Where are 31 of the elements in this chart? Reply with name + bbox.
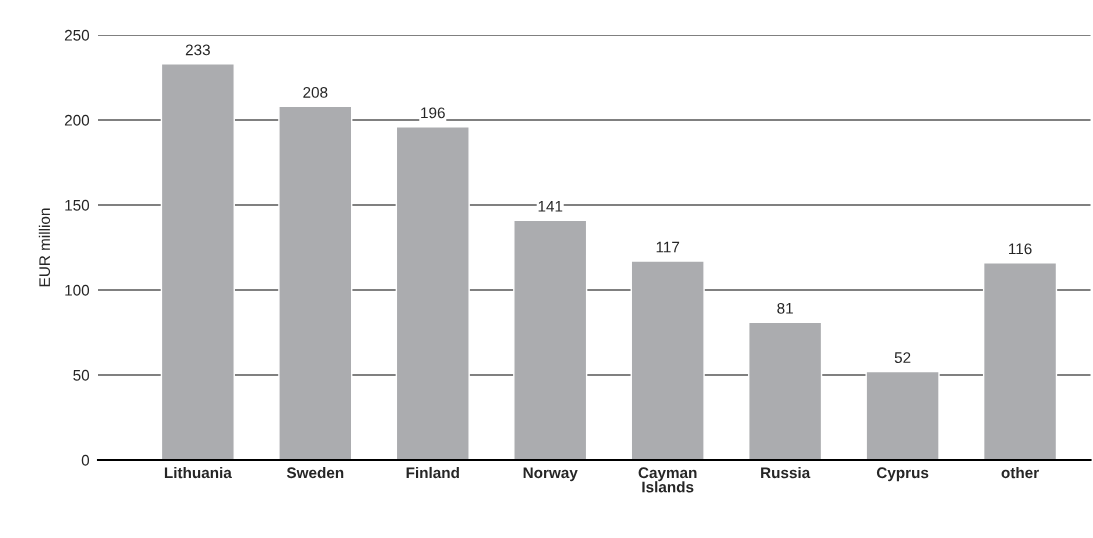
y-tick-label: 100 xyxy=(65,284,90,296)
x-tick-label: Cayman Islands xyxy=(638,467,697,493)
data-label: 117 xyxy=(656,241,680,253)
y-tick-label: 50 xyxy=(73,369,90,381)
x-tick-label: Cyprus xyxy=(876,467,929,482)
x-tick-label: Lithuania xyxy=(164,466,232,479)
data-label: 81 xyxy=(777,302,793,314)
y-tick-label: 200 xyxy=(64,114,90,126)
data-label: 52 xyxy=(894,352,911,364)
y-tick-label: 150 xyxy=(65,199,90,211)
bar xyxy=(630,260,705,460)
data-label: 196 xyxy=(421,107,445,119)
bar xyxy=(513,219,588,460)
y-tick-label: 250 xyxy=(64,29,90,41)
bar xyxy=(160,63,235,460)
x-tick-label: Russia xyxy=(761,466,811,479)
bar xyxy=(865,370,940,460)
data-label: 208 xyxy=(303,87,328,98)
bar xyxy=(982,262,1058,460)
bar xyxy=(278,105,353,460)
data-label: 233 xyxy=(185,44,210,56)
data-label: 116 xyxy=(1009,243,1032,255)
bar xyxy=(748,321,823,460)
x-tick-label: other xyxy=(1001,466,1039,479)
y-axis-title: EUR million xyxy=(38,208,51,287)
data-label: 141 xyxy=(538,201,563,212)
x-tick-label: Finland xyxy=(406,466,459,479)
x-tick-label: Sweden xyxy=(286,466,344,479)
y-tick-label: 0 xyxy=(81,454,90,466)
bar xyxy=(395,126,470,460)
x-tick-label: Norway xyxy=(523,467,578,482)
